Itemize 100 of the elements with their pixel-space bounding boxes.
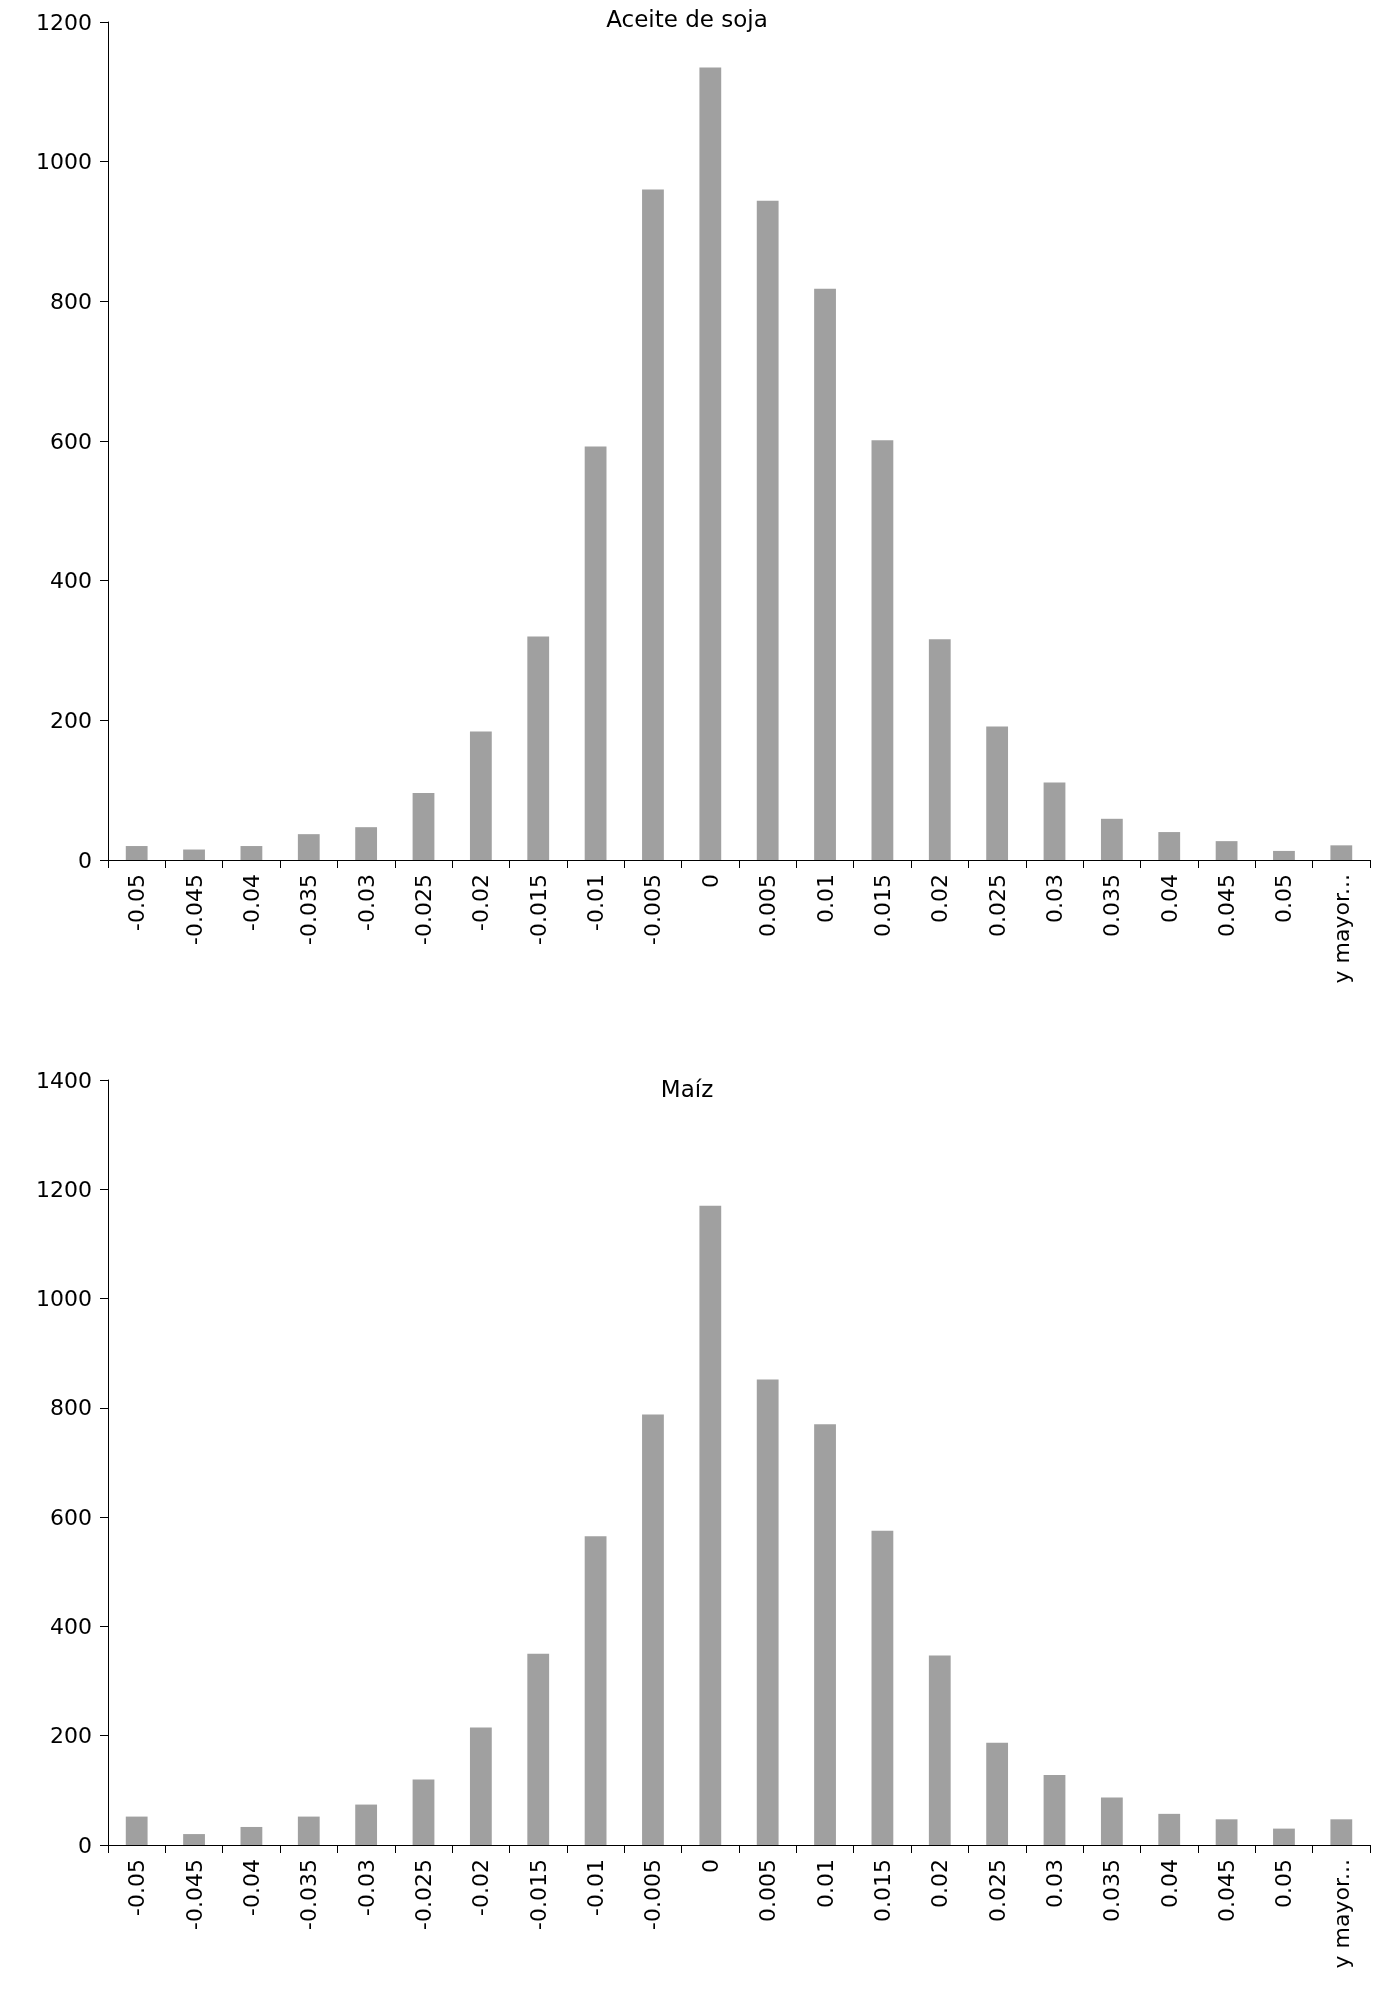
bar — [928, 639, 951, 860]
bar — [871, 440, 894, 860]
bar — [1158, 832, 1181, 860]
bar — [1043, 782, 1066, 860]
x-tick-label: -0.015 — [525, 874, 551, 945]
y-tick-label: 200 — [50, 1723, 92, 1749]
bar — [297, 1816, 320, 1845]
bar — [699, 1205, 722, 1845]
y-tick-label: 0 — [78, 1832, 92, 1858]
y-tick-label: 400 — [50, 1613, 92, 1639]
x-tick-label: -0.005 — [640, 874, 666, 945]
x-tick-label: -0.035 — [296, 1859, 322, 1930]
x-tick-label: 0.005 — [755, 874, 781, 937]
bar — [928, 1655, 951, 1845]
x-tick-label: y mayor... — [1328, 874, 1354, 984]
y-tick-label: 1400 — [36, 1067, 92, 1093]
x-tick-label: 0 — [697, 1859, 723, 1873]
x-tick-label: 0.01 — [812, 1859, 838, 1908]
x-tick-label: 0.025 — [984, 874, 1010, 937]
x-tick-label: -0.02 — [468, 1859, 494, 1916]
bar — [584, 446, 607, 860]
bar — [183, 1834, 205, 1845]
bar — [1330, 845, 1353, 860]
x-tick-label: -0.005 — [640, 1859, 666, 1930]
bar — [469, 731, 492, 860]
x-tick-label: -0.025 — [411, 1859, 436, 1930]
x-tick-label: 0.035 — [1099, 1859, 1125, 1922]
bar — [469, 1727, 492, 1845]
x-tick-label: 0.05 — [1271, 874, 1297, 923]
bar — [1043, 1775, 1066, 1845]
x-tick-label: -0.01 — [583, 874, 609, 931]
bar — [986, 1742, 1009, 1845]
bar — [584, 1536, 607, 1845]
bar — [814, 1424, 836, 1845]
bar — [1273, 850, 1295, 860]
bar — [527, 1653, 550, 1845]
x-tick-label: -0.01 — [583, 1859, 609, 1916]
x-tick-label: -0.05 — [124, 874, 150, 931]
x-tick-label: 0.035 — [1099, 874, 1125, 937]
chart-title: Aceite de soja — [606, 5, 768, 32]
x-tick-label: 0.02 — [927, 874, 953, 923]
x-tick-label: -0.04 — [238, 1859, 264, 1916]
y-tick-label: 1200 — [36, 1176, 92, 1202]
y-tick-label: 0 — [78, 847, 92, 873]
y-tick-label: 1200 — [36, 9, 92, 35]
y-tick-label: 1000 — [36, 149, 92, 175]
x-tick-label: 0.05 — [1271, 1859, 1297, 1908]
bar — [240, 1826, 263, 1845]
y-tick-label: 600 — [50, 1504, 92, 1530]
bar — [1100, 1797, 1123, 1845]
bar — [642, 1414, 664, 1845]
bar — [1158, 1813, 1181, 1845]
bar — [1273, 1828, 1295, 1845]
bar — [814, 288, 836, 860]
y-tick-label: 600 — [50, 428, 92, 454]
bar — [699, 67, 722, 860]
chart-title: Maíz — [660, 1075, 714, 1102]
x-tick-label: -0.03 — [353, 1859, 379, 1916]
bar — [986, 726, 1009, 860]
bar — [527, 636, 550, 860]
bar — [1100, 818, 1123, 860]
x-tick-label: 0.04 — [1156, 1859, 1182, 1908]
bar — [240, 846, 263, 860]
bar — [1215, 1819, 1238, 1845]
bar — [412, 792, 435, 860]
x-tick-label: 0.045 — [1214, 874, 1240, 937]
bar — [297, 834, 320, 860]
x-tick-label: 0 — [697, 874, 723, 888]
x-tick-label: 0.02 — [927, 1859, 953, 1908]
bar — [756, 200, 779, 860]
x-tick-label: 0.04 — [1156, 874, 1182, 923]
x-tick-label: -0.04 — [238, 874, 264, 931]
y-tick-label: 200 — [50, 707, 92, 733]
y-tick-label: 800 — [50, 288, 92, 314]
bar — [1215, 841, 1238, 860]
x-tick-label: -0.045 — [181, 1859, 207, 1930]
x-tick-label: -0.03 — [353, 874, 379, 931]
x-tick-label: 0.005 — [755, 1859, 781, 1922]
x-tick-label: 0.01 — [812, 874, 838, 923]
x-tick-label: -0.025 — [411, 874, 436, 945]
x-tick-label: -0.045 — [181, 874, 207, 945]
bar — [412, 1779, 435, 1845]
bar — [183, 849, 205, 860]
bar — [871, 1530, 894, 1845]
bar — [355, 1804, 378, 1845]
x-tick-label: -0.035 — [296, 874, 322, 945]
x-tick-label: 0.025 — [984, 1859, 1010, 1922]
x-tick-label: -0.02 — [468, 874, 494, 931]
x-tick-label: -0.015 — [525, 1859, 551, 1930]
bar — [756, 1379, 779, 1845]
bar — [642, 189, 664, 860]
bar — [125, 1816, 148, 1845]
y-tick-label: 800 — [50, 1395, 92, 1421]
bar — [1330, 1819, 1353, 1845]
bar — [125, 846, 148, 860]
x-tick-label: 0.03 — [1042, 1859, 1067, 1908]
x-tick-label: 0.03 — [1042, 874, 1067, 923]
y-tick-label: 400 — [50, 568, 92, 594]
bar — [355, 827, 378, 860]
x-tick-label: 0.015 — [869, 874, 895, 937]
